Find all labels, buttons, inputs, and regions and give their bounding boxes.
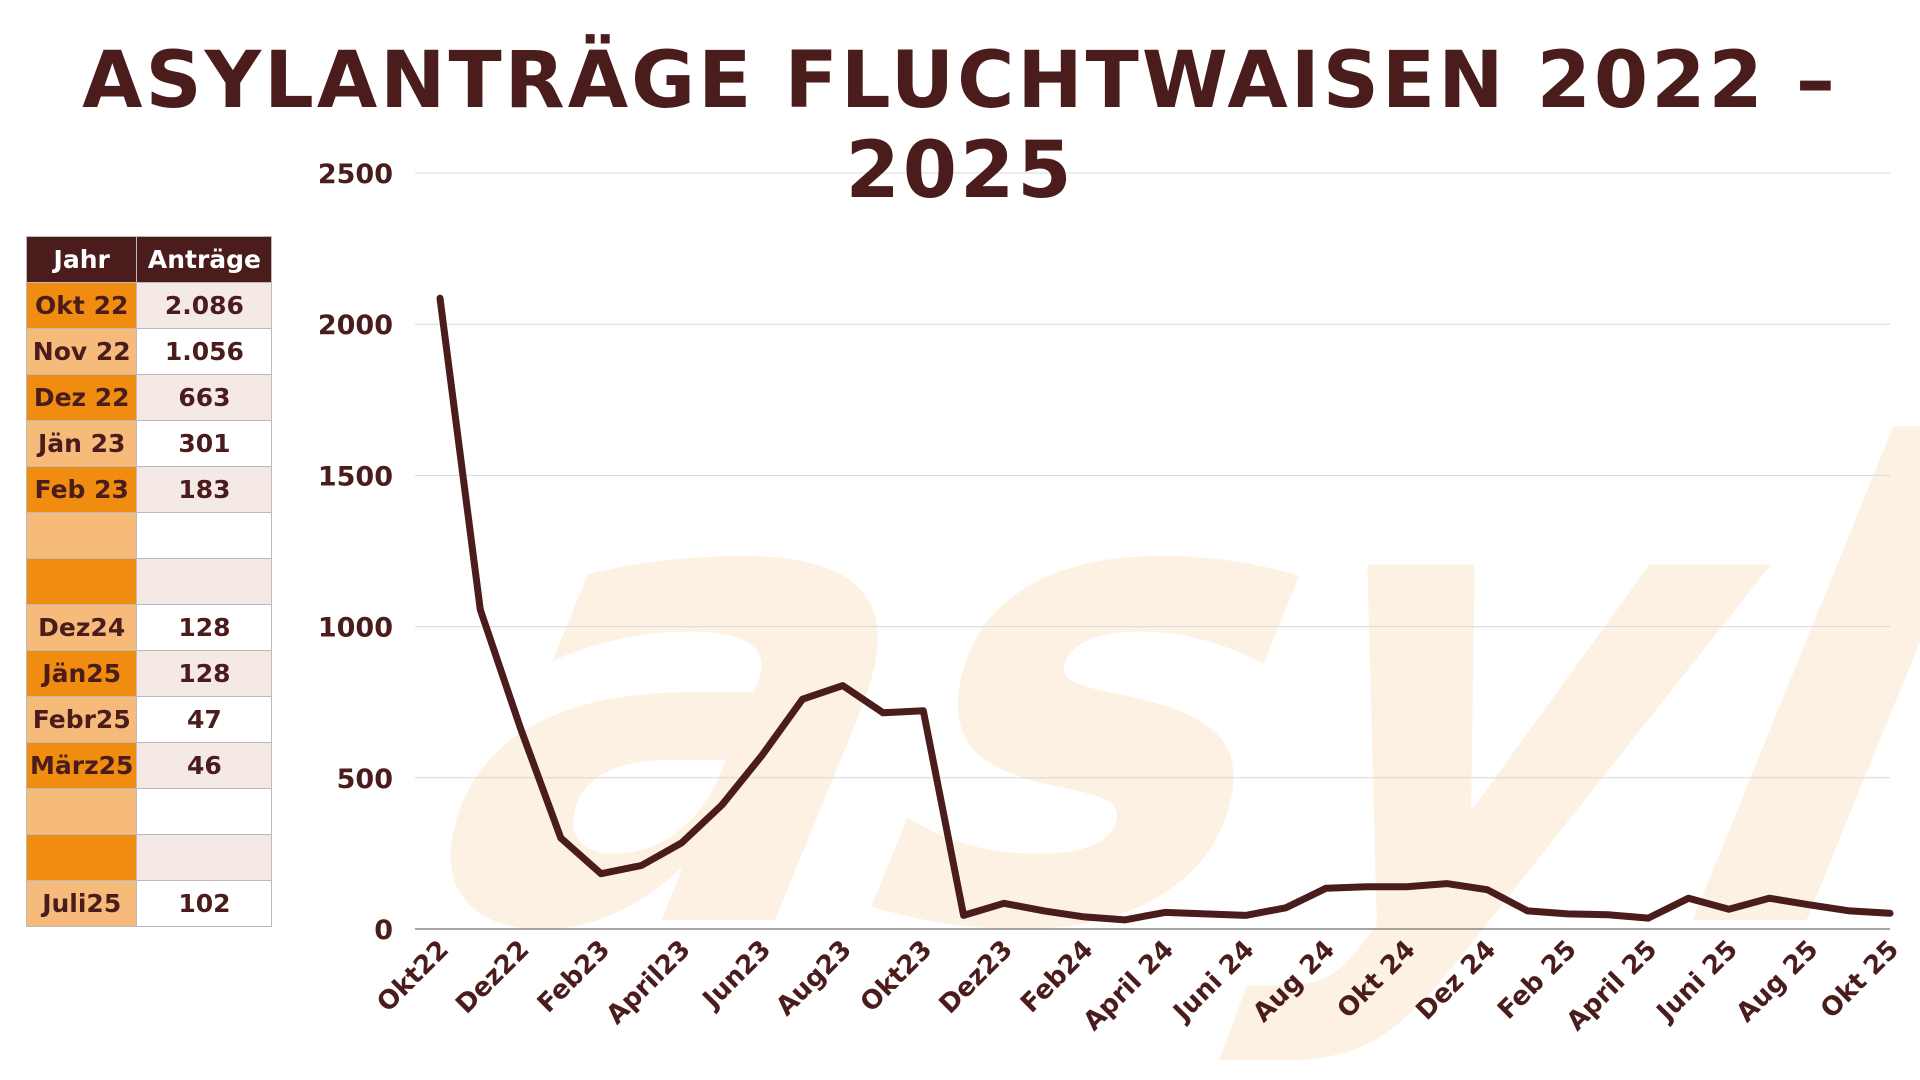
table-row: Feb 23 183 — [25, 466, 273, 513]
table-cell-value — [136, 558, 273, 605]
table-cell-label — [25, 512, 138, 559]
data-point — [1163, 910, 1167, 915]
table-cell-value: 1.056 — [136, 328, 273, 375]
data-point — [558, 835, 563, 840]
data-point — [438, 296, 442, 301]
table-cell-label: Dez24 — [25, 604, 138, 651]
table-cell-value: 183 — [136, 466, 273, 513]
table-cell-label: März25 — [25, 742, 138, 789]
table-row — [25, 558, 273, 605]
table-row: Juli25 102 — [25, 880, 273, 927]
table-cell-value: 46 — [136, 742, 273, 789]
table-cell-value: 2.086 — [136, 282, 273, 329]
data-point — [1001, 901, 1006, 906]
data-point — [1042, 908, 1047, 913]
table-cell-label — [25, 788, 138, 835]
table-row: Jän25 128 — [25, 650, 273, 697]
data-point — [478, 607, 483, 612]
data-point — [840, 683, 845, 688]
data-point — [1565, 911, 1570, 916]
asyl-watermark: asyl — [391, 318, 1920, 1075]
table-row: Dez24 128 — [25, 604, 273, 651]
data-point — [1686, 896, 1691, 901]
table-row: Febr25 47 — [25, 696, 273, 743]
data-point — [1646, 916, 1651, 921]
data-point — [1283, 905, 1288, 910]
data-point — [1525, 908, 1530, 913]
table-header-jahr: Jahr — [25, 236, 138, 283]
data-point — [1404, 884, 1409, 889]
data-point — [518, 726, 523, 731]
data-point — [1324, 886, 1329, 891]
data-point — [1082, 914, 1087, 919]
table-header-antraege: Anträge — [136, 236, 273, 283]
table-cell-label: Dez 22 — [25, 374, 138, 421]
table-cell-value: 102 — [136, 880, 273, 927]
table-header-row: Jahr Anträge — [25, 236, 273, 283]
table-row: Nov 22 1.056 — [25, 328, 273, 375]
table-cell-value: 128 — [136, 604, 273, 651]
data-point — [1807, 902, 1812, 907]
table-row: Jän 23 301 — [25, 420, 273, 467]
table-cell-label — [25, 834, 138, 881]
y-tick-label: 0 — [374, 915, 393, 946]
data-point — [1203, 911, 1208, 916]
table-row — [25, 512, 273, 559]
table-cell-label: Feb 23 — [25, 466, 138, 513]
table-row — [25, 834, 273, 881]
table-cell-value — [136, 788, 273, 835]
data-point — [1847, 908, 1852, 913]
data-point — [719, 803, 724, 808]
table-cell-label: Jän 23 — [25, 420, 138, 467]
data-table: Jahr Anträge Okt 22 2.086 Nov 22 1.056 Dez… — [25, 236, 273, 927]
data-point — [1485, 887, 1490, 892]
table-cell-label: Nov 22 — [25, 328, 138, 375]
data-point — [921, 708, 926, 713]
table-cell-label: Okt 22 — [25, 282, 138, 329]
chart-title: ASYLANTRÄGE FLUCHTWAISEN 2022 – 2025 — [82, 36, 1838, 216]
data-point — [679, 840, 684, 845]
y-tick-label: 1000 — [318, 613, 393, 644]
data-point — [1243, 913, 1248, 918]
y-tick-label: 500 — [337, 764, 393, 795]
table-row: Okt 22 2.086 — [25, 282, 273, 329]
data-point — [800, 697, 805, 702]
data-point — [961, 913, 966, 918]
data-point — [1726, 907, 1731, 912]
series-group — [436, 294, 1894, 924]
data-point — [1122, 917, 1127, 922]
table-row — [25, 788, 273, 835]
table-cell-value: 47 — [136, 696, 273, 743]
data-point — [1364, 884, 1369, 889]
y-axis: 0 500 1000 1500 2000 2500 — [318, 159, 393, 946]
table-cell-label — [25, 558, 138, 605]
data-point — [881, 710, 886, 715]
y-tick-label: 2500 — [318, 159, 393, 190]
table-cell-value — [136, 834, 273, 881]
table-cell-value: 301 — [136, 420, 273, 467]
data-point — [639, 863, 644, 868]
y-tick-label: 2000 — [318, 310, 393, 341]
table-cell-value — [136, 512, 273, 559]
table-row: März25 46 — [25, 742, 273, 789]
data-point — [599, 871, 604, 876]
data-point — [760, 753, 765, 758]
table-cell-label: Jän25 — [25, 650, 138, 697]
table-cell-value: 663 — [136, 374, 273, 421]
data-point — [1767, 896, 1772, 901]
data-point — [1606, 912, 1611, 917]
grid-lines — [415, 172, 1890, 930]
table-cell-value: 128 — [136, 650, 273, 697]
data-point — [1444, 881, 1449, 886]
table-cell-label: Juli25 — [25, 880, 138, 927]
y-tick-label: 1500 — [318, 461, 393, 492]
data-point — [1888, 911, 1892, 916]
table-body: Okt 22 2.086 Nov 22 1.056 Dez 22 663 Jän 23… — [25, 282, 273, 927]
table-row: Dez 22 663 — [25, 374, 273, 421]
table-cell-label: Febr25 — [25, 696, 138, 743]
